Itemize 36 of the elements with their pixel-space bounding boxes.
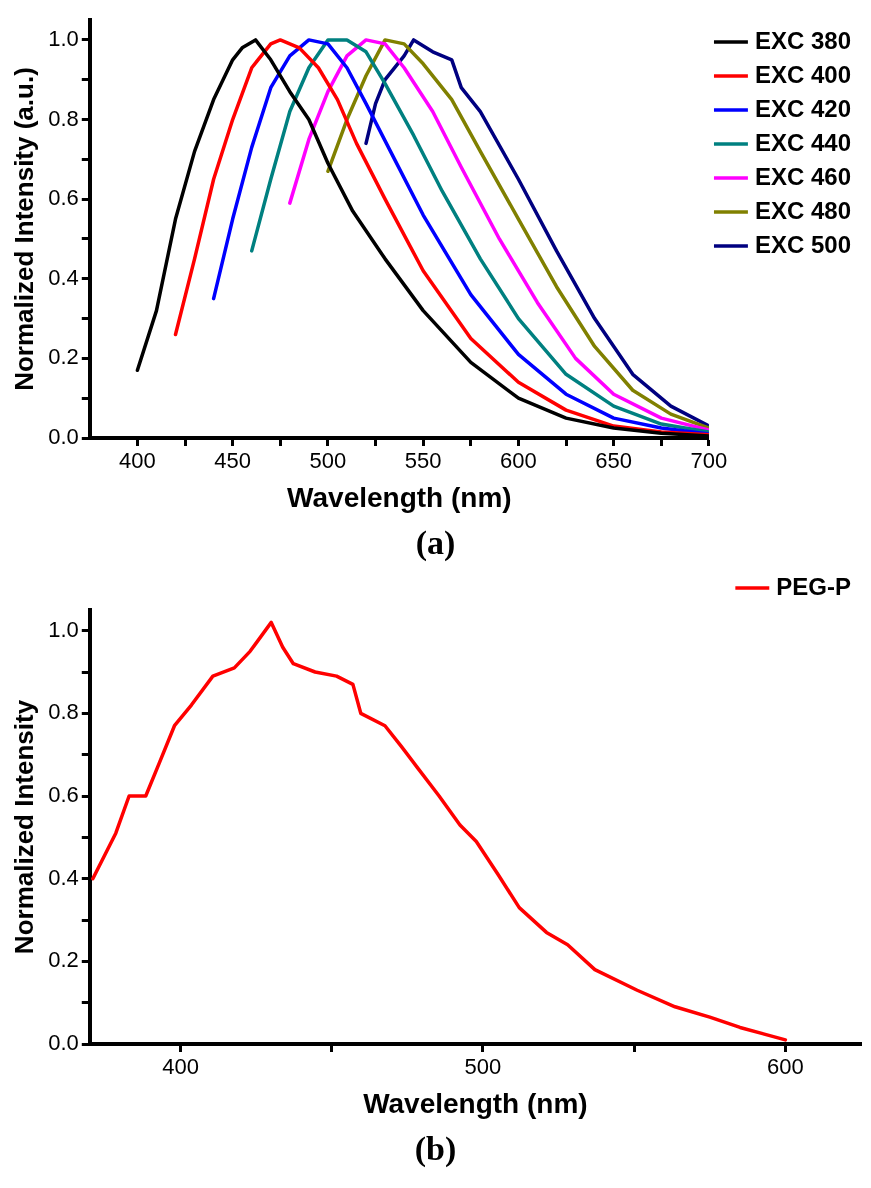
y-tick-label: 0.4	[48, 264, 79, 290]
x-tick-label: 500	[309, 448, 347, 474]
y-tick-label: 0.8	[48, 699, 79, 725]
x-tick-label: 550	[404, 448, 442, 474]
legend-label: PEG-P	[776, 572, 851, 600]
y-tick-label: 0.4	[48, 864, 79, 890]
y-tick-label: 0.6	[48, 185, 79, 211]
x-axis-title: Wavelength (nm)	[363, 1087, 588, 1119]
x-tick-label: 500	[464, 1054, 502, 1080]
legend-label: EXC 400	[754, 60, 851, 88]
x-tick-label: 400	[162, 1054, 199, 1080]
text: (b)	[413, 1129, 458, 1169]
legend-label: EXC 380	[754, 26, 851, 54]
legend-label: EXC 480	[754, 196, 851, 224]
text: (a)	[414, 523, 457, 563]
x-tick-label: 450	[214, 448, 252, 474]
y-tick-label: 0.0	[48, 424, 79, 450]
x-tick-label: 600	[767, 1054, 804, 1080]
x-tick-label: 400	[119, 448, 156, 474]
y-tick-label: 0.0	[48, 1030, 79, 1056]
y-tick-label: 1.0	[48, 25, 79, 51]
y-tick-label: 0.2	[48, 947, 79, 973]
y-tick-label: 0.8	[48, 105, 79, 131]
y-tick-label: 0.2	[48, 344, 79, 370]
legend-label: EXC 440	[754, 128, 851, 156]
legend-label: EXC 500	[754, 230, 851, 258]
y-tick-label: 0.6	[48, 782, 79, 808]
x-tick-label: 700	[690, 448, 728, 474]
y-axis-title: Normalized Intensity	[8, 699, 39, 955]
x-tick-label: 650	[595, 448, 633, 474]
legend-label: EXC 460	[754, 162, 851, 190]
y-tick-label: 1.0	[48, 616, 79, 642]
x-axis-title: Wavelength (nm)	[287, 481, 512, 513]
legend-label: EXC 420	[754, 94, 851, 122]
x-tick-label: 600	[500, 448, 537, 474]
y-axis-title: Normalized Intensity (a.u.)	[8, 67, 39, 391]
